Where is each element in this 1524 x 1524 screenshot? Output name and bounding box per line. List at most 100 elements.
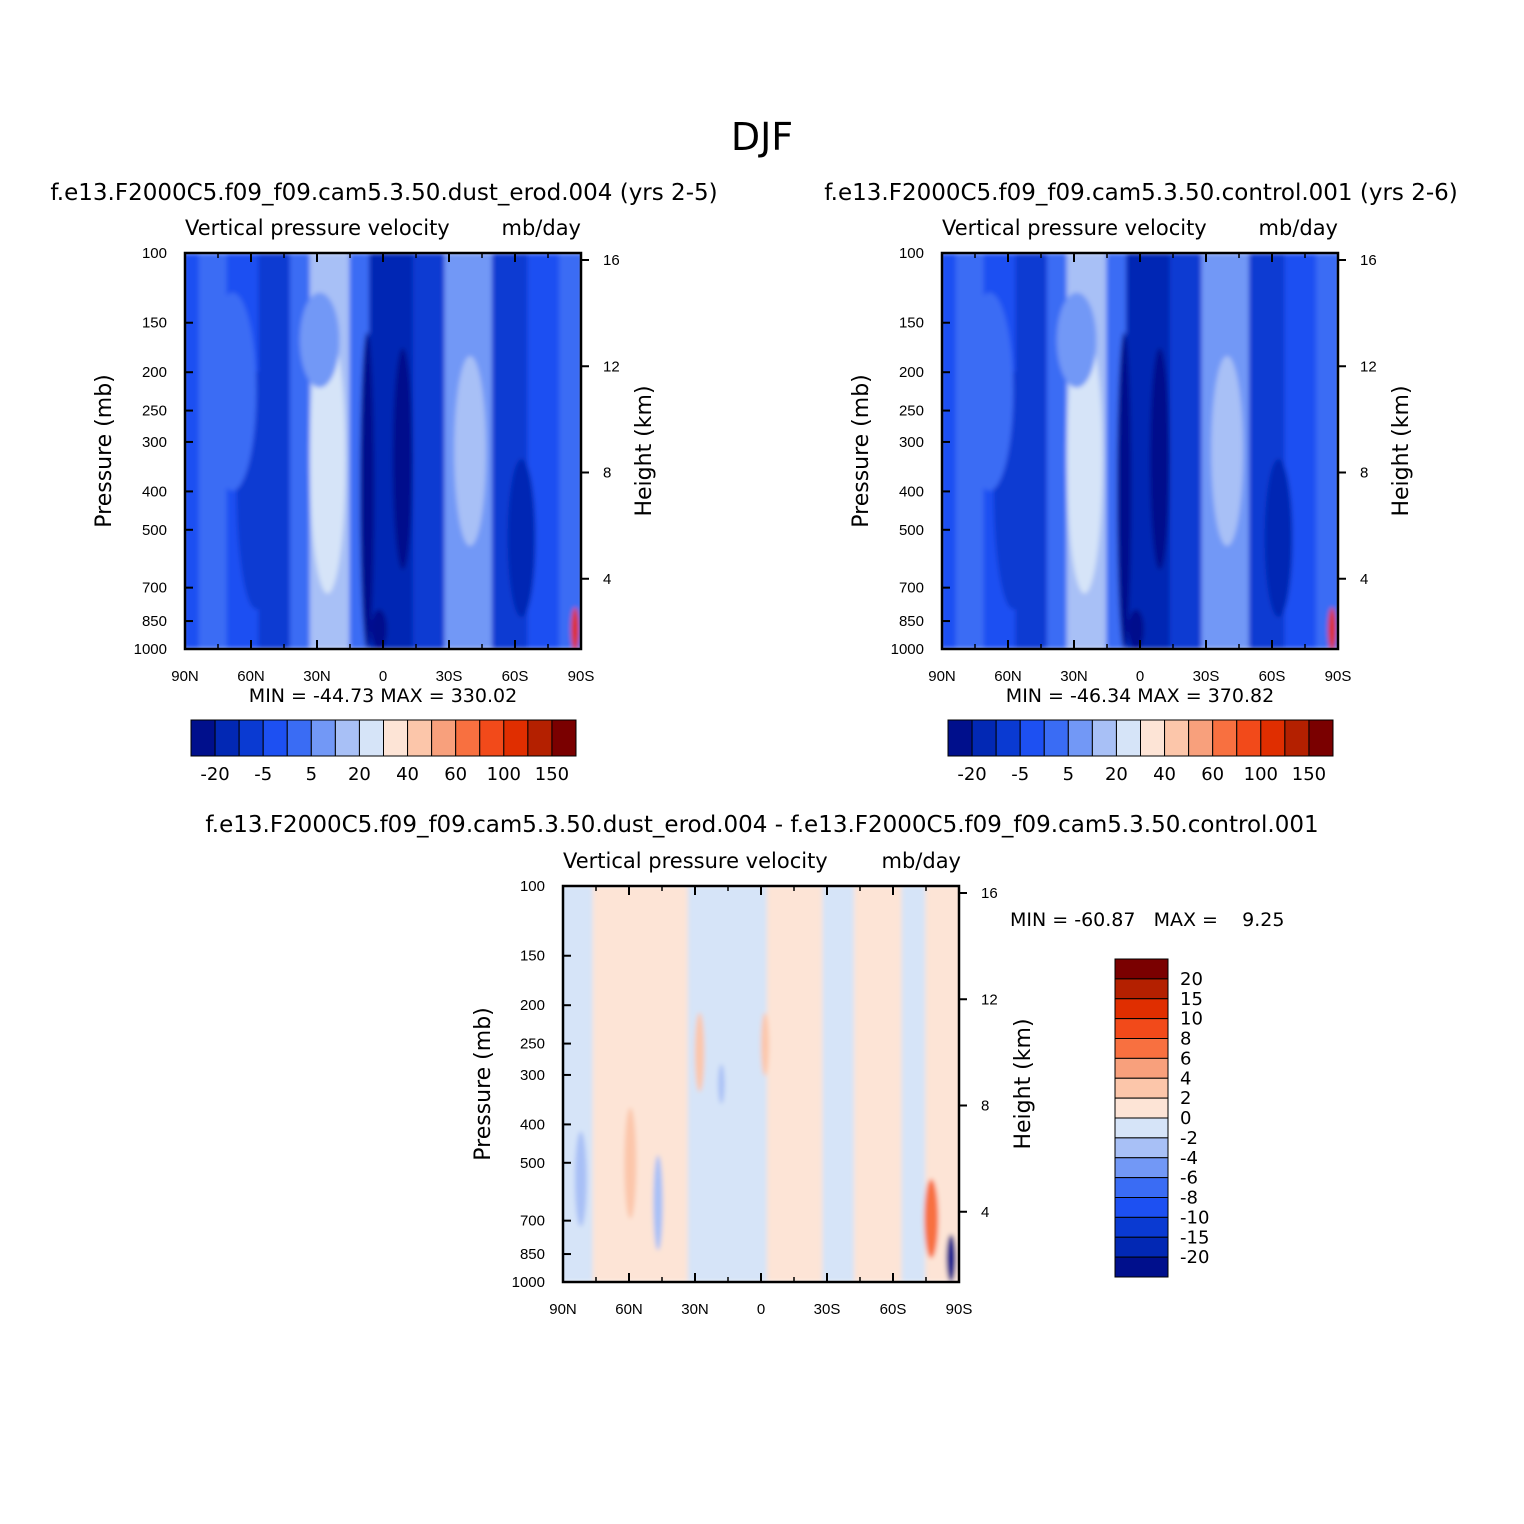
difference-colorbar-box — [1114, 1117, 1169, 1139]
case-x-tick-label: 90N — [171, 668, 199, 685]
control-colorbar-label: 150 — [1292, 764, 1326, 785]
case-height-tick-label: 12 — [603, 358, 620, 375]
panel-control-units-label: mb/day — [1259, 216, 1339, 240]
case-y-tick-label: 200 — [142, 364, 167, 381]
panel-difference-stats: MIN = -60.87 MAX = 9.25 — [1010, 909, 1284, 931]
case-field-feature-1 — [360, 332, 375, 649]
case-y-tick-label: 150 — [142, 315, 167, 332]
difference-colorbar-box — [1114, 978, 1169, 1000]
difference-field-band-3 — [766, 886, 827, 1282]
control-colorbar-label: 20 — [1105, 764, 1128, 785]
case-y-tick-label: 300 — [142, 434, 167, 451]
case-colorbar-box — [503, 719, 529, 757]
control-y-tick-label: 250 — [899, 403, 924, 420]
case-field-feature-2 — [392, 348, 413, 570]
panel-difference-height-label: Height (km) — [1011, 1018, 1036, 1149]
panel-case-colorbar: -20 -5 5 20 40 60 100 150 — [190, 719, 577, 785]
difference-x-tick-label: 30S — [814, 1301, 841, 1318]
control-field-feature-3 — [1211, 355, 1243, 547]
difference-colorbar-box — [1114, 958, 1169, 980]
difference-colorbar-box — [1114, 1177, 1169, 1198]
control-field-feature-7 — [965, 292, 1014, 491]
case-colorbar-box — [358, 719, 384, 757]
difference-x-tick-label: 30N — [681, 1301, 709, 1318]
case-x-tick-label: 30N — [303, 668, 331, 685]
difference-colorbar-box — [1114, 1157, 1169, 1179]
case-field-band-0 — [185, 253, 203, 649]
control-height-tick-label: 12 — [1360, 358, 1377, 375]
control-x-tick-label: 30S — [1193, 668, 1220, 685]
difference-y-tick-label: 200 — [520, 997, 545, 1014]
control-field-feature-8 — [1056, 292, 1097, 388]
control-x-tick-label: 90N — [928, 668, 956, 685]
difference-field-band-4 — [822, 886, 859, 1282]
control-colorbar-box — [1019, 719, 1045, 757]
panel-case-height-label: Height (km) — [632, 385, 657, 516]
control-colorbar-box — [971, 719, 997, 757]
case-colorbar-box — [383, 719, 409, 757]
difference-colorbar-label: -20 — [1180, 1247, 1209, 1268]
difference-y-tick-label: 400 — [520, 1116, 545, 1133]
case-field-feature-3 — [454, 355, 486, 547]
difference-colorbar-label: 20 — [1180, 969, 1203, 990]
difference-colorbar-box — [1114, 1097, 1169, 1119]
control-field-band-7 — [1126, 253, 1146, 649]
difference-field-band-1 — [592, 886, 692, 1282]
case-y-tick-label: 100 — [142, 245, 167, 262]
case-y-tick-label: 1000 — [134, 641, 167, 658]
difference-colorbar-box — [1114, 998, 1169, 1020]
case-field-band-7 — [369, 253, 389, 649]
difference-colorbar-label: -15 — [1180, 1227, 1209, 1248]
control-height-tick-label: 4 — [1360, 571, 1368, 588]
case-field-feature-maximum — [571, 607, 580, 649]
panel-case-pressure-label: Pressure (mb) — [92, 374, 117, 528]
control-colorbar-box — [1236, 719, 1262, 757]
case-colorbar-box — [190, 719, 216, 757]
difference-colorbar-box — [1114, 1236, 1169, 1258]
control-field-band-13 — [1316, 253, 1338, 649]
difference-field-feature-2 — [761, 1012, 769, 1077]
control-y-tick-label: 1000 — [891, 641, 924, 658]
panel-case-units-label: mb/day — [502, 216, 582, 240]
difference-colorbar-label: -2 — [1180, 1128, 1198, 1149]
difference-y-tick-label: 850 — [520, 1246, 545, 1263]
control-field-band-9 — [1169, 253, 1206, 649]
case-colorbar-box — [286, 719, 312, 757]
difference-colorbar-box — [1114, 1077, 1169, 1099]
case-colorbar-box — [479, 719, 505, 757]
case-y-tick-label: 850 — [142, 613, 167, 630]
case-colorbar-box — [310, 719, 336, 757]
case-x-tick-label: 60S — [502, 668, 529, 685]
difference-field-feature-6 — [718, 1064, 725, 1104]
case-height-tick-label: 8 — [603, 465, 611, 482]
case-colorbar-label: 100 — [487, 764, 521, 785]
control-x-tick-label: 90S — [1325, 668, 1352, 685]
difference-colorbar-label: -4 — [1180, 1148, 1198, 1169]
panel-difference-pressure-label: Pressure (mb) — [471, 1007, 496, 1161]
panel-case-variable-label: Vertical pressure velocity — [185, 216, 450, 240]
control-colorbar-box — [1308, 719, 1334, 757]
difference-colorbar-box — [1114, 1038, 1169, 1059]
control-colorbar-box — [995, 719, 1021, 757]
control-y-tick-label: 850 — [899, 613, 924, 630]
panel-control-stats: MIN = -46.34 MAX = 370.82 — [1006, 685, 1274, 707]
difference-field-feature-5 — [946, 1234, 956, 1282]
difference-y-tick-label: 1000 — [512, 1274, 545, 1291]
control-colorbar-label: 5 — [1063, 764, 1074, 785]
difference-colorbar-label: 2 — [1180, 1088, 1191, 1109]
control-height-tick-label: 16 — [1360, 252, 1377, 269]
difference-x-tick-label: 60N — [615, 1301, 643, 1318]
difference-field-feature-1 — [694, 1012, 705, 1092]
case-colorbar-box — [407, 719, 433, 757]
control-colorbar-label: -5 — [1011, 764, 1029, 785]
panel-control-colorbar: -20 -5 5 20 40 60 100 150 — [947, 719, 1334, 785]
panel-case-stats: MIN = -44.73 MAX = 330.02 — [249, 685, 517, 707]
control-colorbar-box — [1067, 719, 1093, 757]
control-colorbar-box — [1140, 719, 1166, 757]
control-y-tick-label: 200 — [899, 364, 924, 381]
case-field-band-9 — [412, 253, 449, 649]
control-colorbar-box — [1284, 719, 1310, 757]
difference-colorbar-box — [1114, 1197, 1169, 1218]
